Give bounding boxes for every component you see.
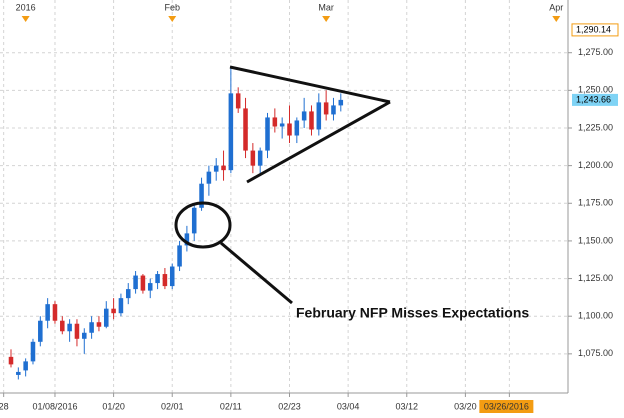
candle-body <box>243 108 248 151</box>
top-tick-label: 2016 <box>16 2 36 12</box>
price-label-box <box>571 23 619 37</box>
candle-body <box>301 111 307 121</box>
top-marker <box>322 16 331 22</box>
candle-body <box>162 274 168 287</box>
triangle-top <box>229 65 391 104</box>
axes: 1,075.00 1,100.00 1,125.00 1,150.00 1,175.00… <box>0 2 619 413</box>
y-tick-label: 1,150.00 <box>578 235 613 245</box>
y-tick-label: 1,250.00 <box>578 85 613 95</box>
x-tick-label: 02/01 <box>161 401 184 411</box>
y-tick-label: 1,100.00 <box>578 311 613 321</box>
candle-body <box>272 117 278 127</box>
candle-body <box>118 298 124 314</box>
price-label: 1,243.66 <box>576 94 611 104</box>
candle-body <box>89 322 94 333</box>
candle-body <box>8 356 14 365</box>
x-tick-label: 02/11 <box>220 401 242 411</box>
candle-body <box>323 102 329 115</box>
candle-body <box>331 105 336 115</box>
x-tick-label: 03/04 <box>337 401 360 411</box>
top-tick-label: Feb <box>164 2 180 12</box>
candle-body <box>213 165 219 172</box>
candle-body <box>52 304 58 321</box>
candle-body <box>294 120 300 136</box>
candle-body <box>221 165 226 171</box>
candle-body <box>67 323 72 332</box>
candles <box>8 67 344 380</box>
y-tick-label: 1,075.00 <box>578 348 613 358</box>
candle-body <box>228 93 234 171</box>
candle-body <box>316 102 322 130</box>
candle-body <box>125 289 131 299</box>
candle-body <box>177 245 182 267</box>
top-marker <box>552 16 561 22</box>
candle-body <box>45 304 50 321</box>
candle-body <box>74 323 80 339</box>
candle-body <box>82 332 87 339</box>
candle-body <box>257 150 263 166</box>
candle-body <box>199 183 204 208</box>
top-tick-label: Mar <box>318 2 334 12</box>
y-tick-label: 1,175.00 <box>578 198 613 208</box>
top-marker <box>168 16 177 22</box>
candle-body <box>169 266 175 287</box>
candle-body <box>309 111 314 130</box>
candle-body <box>103 308 109 327</box>
candle-body <box>38 320 43 342</box>
x-tick-label: 28 <box>0 401 9 411</box>
grid <box>0 0 568 393</box>
top-marker <box>21 16 30 22</box>
y-tick-label: 1,125.00 <box>578 273 613 283</box>
candle-body <box>140 275 146 291</box>
candle-body <box>16 371 21 375</box>
candle-body <box>60 320 65 332</box>
candle-body <box>250 150 256 166</box>
y-tick-label: 1,225.00 <box>578 122 613 132</box>
top-tick-label: Apr <box>549 2 563 12</box>
x-tick-label: 01/20 <box>102 401 125 411</box>
candle-body <box>133 275 138 290</box>
candle-body <box>279 123 285 127</box>
candle-body <box>30 341 36 362</box>
candle-body <box>265 117 270 151</box>
candle-body <box>287 123 292 136</box>
y-tick-label: 1,200.00 <box>578 160 613 170</box>
candle-body <box>23 361 28 371</box>
y-tick-label: 1,275.00 <box>578 47 613 57</box>
candle-body <box>155 274 160 284</box>
annotation-pointer <box>220 241 293 305</box>
candle-body <box>191 207 197 234</box>
highlight-ellipse <box>174 201 232 249</box>
x-tick-label: 03/26/2016 <box>484 401 529 411</box>
candle-body <box>111 308 116 314</box>
x-tick-label: 03/20 <box>454 401 477 411</box>
candle-body <box>184 233 190 246</box>
candle-body <box>338 99 344 106</box>
price-label-box <box>572 93 618 106</box>
x-tick-label: 02/23 <box>278 401 301 411</box>
candle-body <box>235 93 241 109</box>
candle-body <box>147 283 153 291</box>
date-highlight <box>479 400 534 413</box>
price-label: 1,290.14 <box>576 24 611 34</box>
triangle-bottom <box>246 100 391 184</box>
annotation: February NFP Misses Expectations <box>296 305 529 321</box>
x-tick-label: 03/12 <box>395 401 418 411</box>
x-tick-label: 01/08/2016 <box>32 401 77 411</box>
candle-body <box>96 322 102 327</box>
candle-body <box>206 171 212 184</box>
